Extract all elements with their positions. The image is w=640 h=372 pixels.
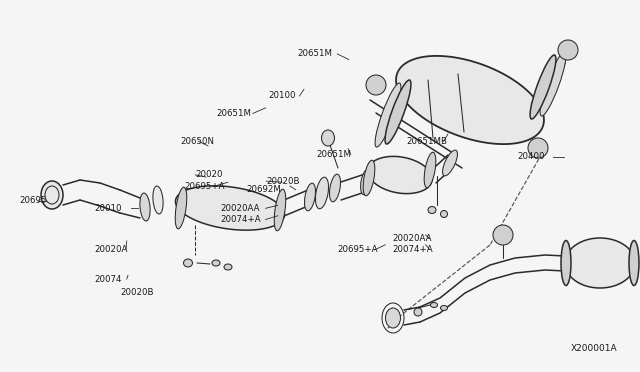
Ellipse shape	[540, 52, 566, 116]
Text: 20020B: 20020B	[266, 177, 300, 186]
Ellipse shape	[528, 138, 548, 158]
Text: 20692M: 20692M	[246, 185, 281, 194]
Polygon shape	[175, 186, 285, 230]
Ellipse shape	[363, 160, 375, 196]
Polygon shape	[565, 238, 635, 288]
Text: 20651MB: 20651MB	[406, 137, 447, 146]
Ellipse shape	[440, 211, 447, 218]
Text: 20074+A: 20074+A	[392, 245, 433, 254]
Ellipse shape	[330, 174, 340, 202]
Text: 20020AA: 20020AA	[392, 234, 432, 243]
Ellipse shape	[385, 80, 411, 144]
Text: 20651M: 20651M	[216, 109, 252, 118]
Ellipse shape	[431, 302, 438, 308]
Ellipse shape	[184, 259, 193, 267]
Ellipse shape	[629, 241, 639, 285]
Ellipse shape	[224, 264, 232, 270]
Ellipse shape	[442, 150, 458, 176]
Ellipse shape	[305, 183, 316, 211]
Ellipse shape	[41, 181, 63, 209]
Polygon shape	[396, 56, 544, 144]
Ellipse shape	[440, 305, 447, 311]
Text: 20020: 20020	[195, 170, 223, 179]
Ellipse shape	[558, 40, 578, 60]
Ellipse shape	[385, 308, 401, 328]
Ellipse shape	[360, 169, 371, 195]
Ellipse shape	[140, 193, 150, 221]
Ellipse shape	[175, 187, 187, 229]
Text: X200001A: X200001A	[571, 344, 618, 353]
Ellipse shape	[375, 83, 401, 147]
Text: 20010: 20010	[95, 204, 122, 213]
Ellipse shape	[424, 152, 436, 188]
Text: 20020AA: 20020AA	[221, 204, 260, 213]
Text: 20695: 20695	[19, 196, 47, 205]
Text: 20074+A: 20074+A	[221, 215, 261, 224]
Text: 20650N: 20650N	[180, 137, 214, 146]
Ellipse shape	[212, 260, 220, 266]
Ellipse shape	[414, 308, 422, 316]
Ellipse shape	[153, 186, 163, 214]
Text: 20074: 20074	[95, 275, 122, 283]
Ellipse shape	[561, 241, 571, 285]
Text: 20100: 20100	[269, 92, 296, 100]
Ellipse shape	[530, 55, 556, 119]
Text: 20651M: 20651M	[298, 49, 333, 58]
Ellipse shape	[321, 130, 335, 146]
Polygon shape	[368, 156, 432, 193]
Ellipse shape	[493, 225, 513, 245]
Text: 20695+A: 20695+A	[337, 246, 378, 254]
Ellipse shape	[275, 189, 285, 231]
Text: 20020B: 20020B	[120, 288, 154, 296]
Ellipse shape	[316, 177, 328, 209]
Text: 20651M: 20651M	[317, 150, 352, 159]
Text: 20020A: 20020A	[95, 245, 128, 254]
Text: 20400: 20400	[517, 153, 545, 161]
Ellipse shape	[366, 75, 386, 95]
Text: 20695+A: 20695+A	[184, 182, 225, 190]
Ellipse shape	[428, 206, 436, 214]
